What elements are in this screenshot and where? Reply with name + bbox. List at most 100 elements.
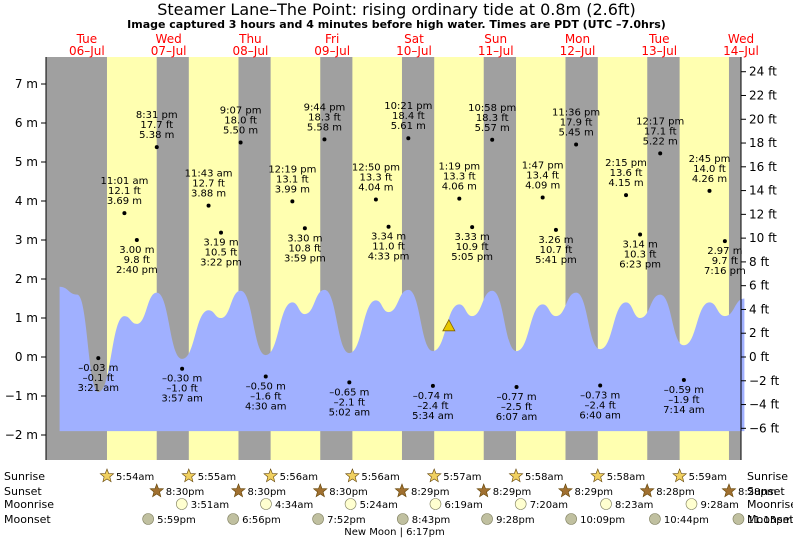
sunset-event: 8:30pm <box>149 483 204 498</box>
moonset-time: 8:43pm <box>412 515 451 526</box>
tide-point <box>540 195 545 200</box>
tide-text: 13.3 ft <box>360 172 393 183</box>
tide-text: 9.8 ft <box>124 255 150 266</box>
sunset-icon <box>557 483 573 498</box>
tide-text: 5:02 am <box>329 407 371 418</box>
tide-text: 10.7 ft <box>540 245 573 256</box>
tide-point <box>574 142 579 147</box>
y-tick-label-ft: −2 ft <box>749 374 780 388</box>
moonset-event: 6:56pm <box>227 513 281 526</box>
tide-point <box>206 203 211 208</box>
tide-text: –0.50 m <box>246 382 286 393</box>
moonset-time: 10:09pm <box>580 515 625 526</box>
moonset-time: 7:52pm <box>327 515 366 526</box>
tide-text: 11:36 pm <box>552 107 600 118</box>
astro-row-label-left: Sunset <box>4 485 42 498</box>
tide-text: 10.8 ft <box>289 243 322 254</box>
low-tide-label: 2.97 m9.7 ft7:16 pm <box>704 239 746 277</box>
sunset-time: 8:30pm <box>247 487 286 498</box>
tide-text: 12.7 ft <box>192 179 225 190</box>
low-tide-label: –0.77 m–2.5 ft6:07 am <box>496 385 537 423</box>
tide-point <box>322 137 327 142</box>
day-of-week: Sun <box>484 32 507 46</box>
tide-text: 3:59 pm <box>284 253 326 264</box>
y-tick-label-m: 3 m <box>15 233 38 247</box>
sunset-icon <box>312 483 328 498</box>
sunset-time: 8:30pm <box>329 487 368 498</box>
tide-point <box>722 239 727 244</box>
moonset-event: 5:59pm <box>142 513 196 526</box>
moonset-time: 6:56pm <box>242 515 281 526</box>
tide-text: 10.3 ft <box>624 250 657 261</box>
moonset-icon <box>142 513 154 525</box>
sunrise-icon <box>99 468 115 483</box>
moonrise-icon <box>175 498 188 510</box>
tide-text: –1.0 ft <box>166 384 197 395</box>
tide-text: 18.4 ft <box>392 111 425 122</box>
tide-text: 3.30 m <box>287 233 322 244</box>
sunrise-icon <box>672 468 688 483</box>
sunrise-time: 5:58am <box>525 472 563 483</box>
tide-text: 3.88 m <box>191 189 226 200</box>
tide-point <box>302 226 307 231</box>
tide-text: 3.33 m <box>455 232 490 243</box>
tide-text: 5:34 am <box>412 411 454 422</box>
tide-text: 5.38 m <box>139 130 174 141</box>
tide-text: 4.15 m <box>608 178 643 189</box>
y-tick-label-ft: 18 ft <box>749 136 777 150</box>
tide-text: 5.50 m <box>223 126 258 137</box>
moonrise-icon <box>260 498 272 510</box>
moonrise-event: 7:20am <box>514 498 568 511</box>
tide-text: 11:43 am <box>185 169 233 180</box>
tide-point <box>373 197 378 202</box>
low-tide-label: 3.14 m10.3 ft6:23 pm <box>619 232 661 271</box>
tide-text: 18.3 ft <box>476 113 509 124</box>
current-tide-marker <box>442 318 456 332</box>
moonset-time: 9:28pm <box>496 515 535 526</box>
tide-point <box>624 193 629 198</box>
moonrise-time: 7:20am <box>530 500 568 511</box>
y-tick-label-ft: 0 ft <box>749 350 769 364</box>
y-tick-label-m: −2 m <box>5 428 38 442</box>
tide-text: 4.09 m <box>525 180 560 191</box>
tide-text: 5.61 m <box>391 121 426 132</box>
sunset-event: 8:29pm <box>557 483 613 498</box>
sunset-event: 8:30pm <box>312 483 368 498</box>
tide-text: 5.45 m <box>559 127 594 138</box>
sunrise-time: 5:59am <box>689 472 727 483</box>
sunset-time: 8:29pm <box>411 487 450 498</box>
y-tick-label-m: 6 m <box>15 116 38 130</box>
low-tide-label: 3.19 m10.5 ft3:22 pm <box>200 230 242 269</box>
tide-text: –0.03 m <box>78 363 118 374</box>
tide-text: 10.5 ft <box>205 248 238 259</box>
tide-text: 11:01 am <box>100 176 148 187</box>
day-of-week: Sat <box>404 32 424 46</box>
tide-text: 3:21 am <box>78 383 120 394</box>
tide-point <box>347 380 352 385</box>
tide-text: 3.19 m <box>203 238 238 249</box>
sunrise-event: 5:58am <box>508 468 563 483</box>
low-tide-label: –0.59 m–1.9 ft7:14 am <box>663 378 705 416</box>
tide-text: 2:15 pm <box>605 158 647 169</box>
moonrise-event: 6:19am <box>429 498 483 511</box>
tide-point <box>598 383 603 388</box>
tide-text: 4.04 m <box>358 182 393 193</box>
day-of-week: Wed <box>728 32 754 46</box>
tide-text: 6:23 pm <box>619 260 661 271</box>
day-date: 06–Jul <box>69 44 105 58</box>
tide-text: –0.30 m <box>162 374 202 385</box>
sunrise-icon <box>263 468 279 483</box>
tide-text: 12.1 ft <box>108 186 141 197</box>
tide-text: 2:45 pm <box>689 154 731 165</box>
tide-text: 3.34 m <box>371 232 406 243</box>
astro-row-label-right: Moonset <box>747 513 793 526</box>
tide-text: 18.0 ft <box>224 116 257 127</box>
y-tick-label-ft: 8 ft <box>749 255 769 269</box>
tide-text: 18.3 ft <box>308 112 341 123</box>
